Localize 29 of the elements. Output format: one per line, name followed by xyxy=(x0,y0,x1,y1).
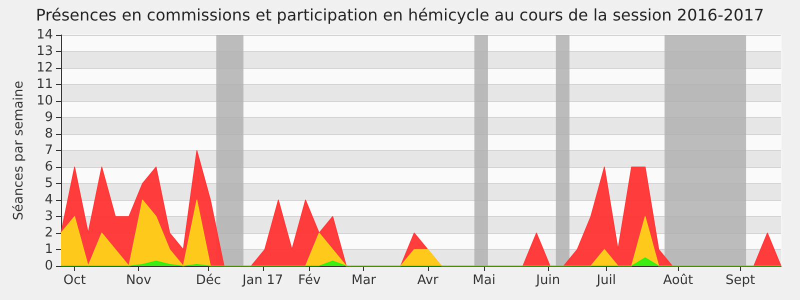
y-tick-label: 12 xyxy=(36,60,53,76)
y-tick-label: 8 xyxy=(44,126,53,142)
x-tick-label: Août xyxy=(663,273,694,288)
y-tick-label: 2 xyxy=(44,226,53,240)
x-tick-label: Mar xyxy=(351,273,377,288)
y-tick-label: 11 xyxy=(36,77,53,92)
y-tick-label: 9 xyxy=(44,110,53,125)
y-tick-label: 13 xyxy=(36,44,53,59)
x-tick-label: Juil xyxy=(596,273,616,288)
y-tick-label: 3 xyxy=(44,209,53,224)
y-axis-title: Séances par semaine xyxy=(12,80,27,220)
x-tick-label: Avr xyxy=(417,273,440,288)
y-tick-label: 14 xyxy=(36,28,53,42)
x-tick-label: Nov xyxy=(126,273,152,288)
x-tick-label: Sept xyxy=(725,273,756,288)
y-tick-label: 1 xyxy=(44,242,53,257)
y-tick-label: 0 xyxy=(44,258,53,274)
x-tick-label: Juin xyxy=(535,273,560,288)
x-tick-label: Oct xyxy=(63,273,86,288)
y-tick-label: 6 xyxy=(44,160,53,174)
chart-title: Présences en commissions et participation en hémicycle au cours de la session 2016-2017 xyxy=(36,6,764,24)
x-tick-label: Jan 17 xyxy=(241,273,284,288)
x-tick-label: Fév xyxy=(298,273,321,288)
x-tick-label: Déc xyxy=(196,273,222,288)
y-tick-label: 7 xyxy=(44,143,53,158)
y-tick-label: 5 xyxy=(44,176,53,191)
x-tick-label: Mai xyxy=(472,273,496,288)
y-tick-label: 4 xyxy=(44,192,53,208)
y-tick-label: 10 xyxy=(36,94,53,108)
